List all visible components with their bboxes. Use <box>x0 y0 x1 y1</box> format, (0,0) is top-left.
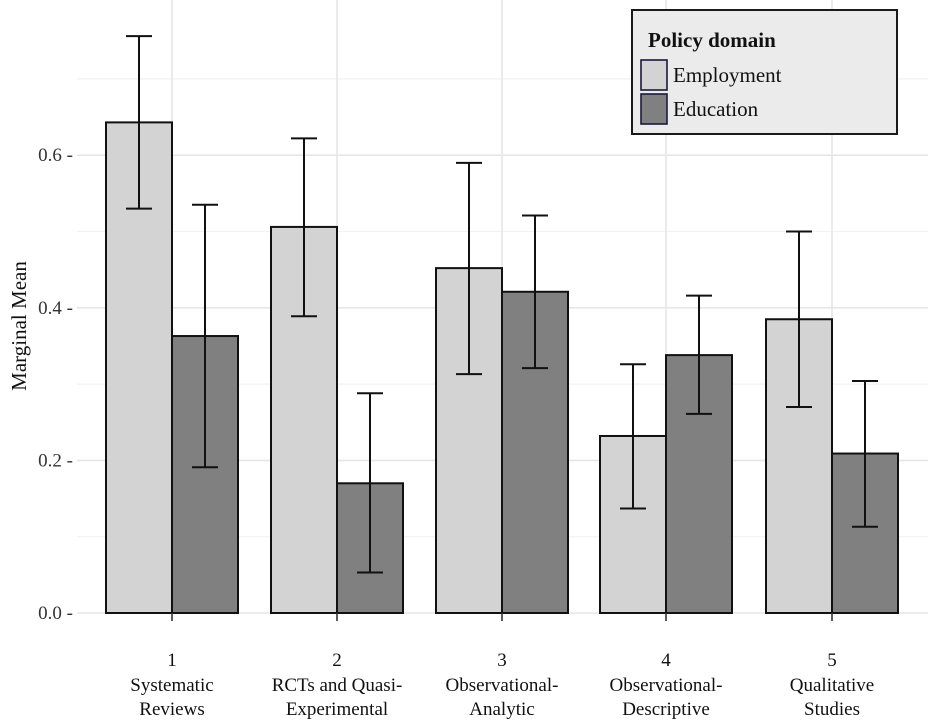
bar-employment-1 <box>105 121 173 615</box>
x-tick-label-line2: Analytic <box>469 699 534 720</box>
x-tick-label-line2: Studies <box>804 699 860 720</box>
x-tick-label-line1: Systematic <box>130 675 213 696</box>
x-tick-label-line1: Qualitative <box>790 675 874 696</box>
x-tick-number: 3 <box>497 650 507 671</box>
x-tick-label-line1: Observational- <box>610 675 723 696</box>
legend-swatch-education <box>640 93 668 125</box>
legend-items: Employment Education <box>640 59 782 125</box>
error-bars <box>126 35 878 574</box>
legend-label-employment: Employment <box>673 63 782 87</box>
y-tick-label: 0.2 - <box>38 450 73 471</box>
error-bar-education-4 <box>686 294 712 415</box>
legend-swatch-employment <box>640 59 668 91</box>
x-tick-number: 5 <box>827 650 837 671</box>
legend-label-education: Education <box>673 97 759 121</box>
legend-title: Policy domain <box>648 28 776 52</box>
axes: 0.0 - 0.2 - 0.4 - 0.6 - 1 Systematic Reviews 2 R… <box>38 145 874 720</box>
y-tick-label: 0.4 - <box>38 298 73 319</box>
bar-employment-3 <box>435 267 503 614</box>
x-tick-number: 1 <box>167 650 177 671</box>
error-bar-employment-5 <box>786 230 812 408</box>
x-tick-number: 2 <box>332 650 342 671</box>
error-bar-education-3 <box>522 214 548 370</box>
y-axis-title: Marginal Mean <box>7 261 31 391</box>
error-bar-employment-2 <box>291 137 317 318</box>
error-bar-employment-3 <box>456 161 482 376</box>
error-bar-education-1 <box>192 203 218 469</box>
x-tick-label-line2: Experimental <box>286 699 388 720</box>
error-bar-education-2 <box>357 392 383 574</box>
x-tick-label-line2: Reviews <box>139 699 204 720</box>
error-bar-education-5 <box>852 380 878 528</box>
x-tick-label-line2: Descriptive <box>622 699 710 720</box>
error-bar-employment-4 <box>620 363 646 510</box>
y-tick-label: 0.0 - <box>38 603 73 624</box>
legend-box <box>631 9 898 135</box>
y-tick-label: 0.6 - <box>38 145 73 166</box>
legend: Policy domain Employment Education <box>631 9 898 135</box>
x-tick-label-line1: RCTs and Quasi- <box>272 675 403 696</box>
x-tick-label-line1: Observational- <box>446 675 559 696</box>
x-tick-number: 4 <box>661 650 671 671</box>
error-bar-employment-1 <box>126 35 152 210</box>
